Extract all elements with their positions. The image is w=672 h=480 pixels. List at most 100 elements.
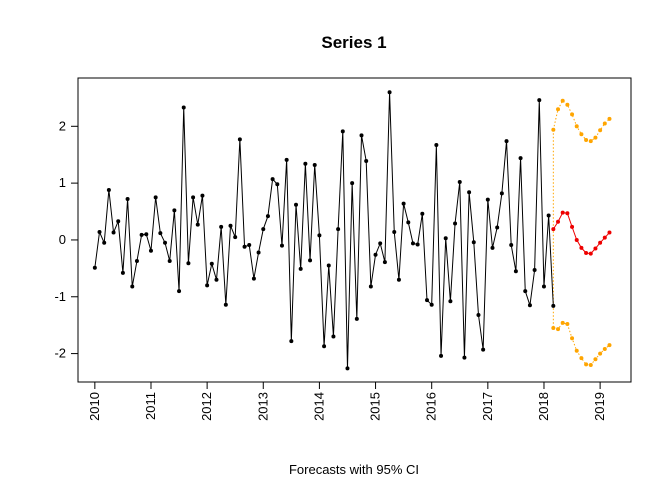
observed-point — [223, 302, 228, 307]
observed-point — [415, 242, 420, 247]
observed-point — [485, 197, 490, 202]
forecast-point — [551, 227, 556, 232]
observed-point — [284, 157, 289, 162]
observed-point — [513, 269, 518, 274]
forecast-point — [574, 237, 579, 242]
lower-ci-point — [574, 348, 579, 353]
y-tick-label: 1 — [59, 175, 66, 190]
observed-point — [261, 227, 266, 232]
observed-point — [167, 258, 172, 263]
observed-point — [125, 197, 130, 202]
observed-point — [130, 284, 135, 289]
observed-point — [153, 195, 158, 200]
upper-ci-point — [598, 128, 603, 133]
observed-point — [434, 143, 439, 148]
observed-point — [312, 162, 317, 167]
observed-point — [242, 244, 247, 249]
observed-point — [186, 261, 191, 266]
observed-point — [275, 182, 280, 187]
forecast-point — [565, 211, 570, 216]
observed-point — [116, 219, 121, 224]
lower-ci-point — [551, 326, 556, 331]
observed-point — [448, 299, 453, 304]
observed-point — [527, 303, 532, 308]
observed-point — [546, 213, 551, 218]
observed-point — [92, 265, 97, 270]
y-axis: -2 -1 0 1 2 — [54, 118, 79, 361]
x-tick-label: 2012 — [199, 392, 214, 421]
observed-point — [237, 137, 242, 142]
lower-ci-point — [588, 362, 593, 367]
observed-point — [270, 177, 275, 182]
forecast-point — [584, 251, 589, 256]
observed-point — [322, 344, 327, 349]
lower-ci-point — [593, 357, 598, 362]
x-tick-label: 2019 — [592, 392, 607, 421]
observed-point — [308, 258, 313, 263]
x-tick-label: 2018 — [536, 392, 551, 421]
forecast-point — [593, 246, 598, 251]
observed-point — [368, 284, 373, 289]
lower-ci-point — [598, 351, 603, 356]
x-tick-label: 2017 — [480, 392, 495, 421]
observed-point — [537, 98, 542, 103]
y-tick-label: 2 — [59, 118, 66, 133]
observed-point — [111, 230, 116, 235]
observed-point — [523, 289, 528, 294]
y-tick-label: -1 — [54, 289, 66, 304]
y-tick-label: 0 — [59, 232, 66, 247]
upper-ci-point — [574, 124, 579, 129]
observed-point — [200, 193, 205, 198]
observed-point — [214, 277, 219, 282]
observed-point — [504, 139, 509, 144]
lower-ci-point — [560, 320, 565, 325]
lower-ci-point — [556, 327, 561, 332]
observed-point — [439, 353, 444, 358]
upper-ci-point — [584, 137, 589, 142]
observed-point — [228, 223, 233, 228]
observed-point — [429, 302, 434, 307]
observed-point — [378, 241, 383, 246]
observed-point — [336, 227, 341, 232]
upper-ci-point — [593, 135, 598, 140]
observed-point — [410, 241, 415, 246]
observed-point — [256, 250, 261, 255]
observed-point — [172, 208, 177, 213]
x-tick-label: 2013 — [255, 392, 270, 421]
observed-point — [392, 229, 397, 234]
observed-point — [163, 240, 168, 245]
chart-title: Series 1 — [321, 33, 386, 52]
observed-point — [532, 268, 537, 273]
x-axis-label: Forecasts with 95% CI — [289, 462, 419, 477]
observed-point — [345, 366, 350, 371]
observed-point — [364, 158, 369, 163]
plot-series — [92, 90, 612, 371]
x-tick-label: 2010 — [87, 392, 102, 421]
observed-point — [359, 133, 364, 138]
observed-point — [467, 190, 472, 195]
upper-ci-point — [588, 139, 593, 144]
observed-point — [134, 258, 139, 263]
observed-point — [233, 235, 238, 240]
y-tick-label: -2 — [54, 346, 66, 361]
observed-point — [326, 263, 331, 268]
lower-ci-point — [579, 356, 584, 361]
observed-point — [481, 347, 486, 352]
observed-point — [102, 240, 107, 245]
lower-ci-point — [602, 347, 607, 352]
observed-point — [476, 312, 481, 317]
observed-point — [457, 179, 462, 184]
forecast-point — [579, 245, 584, 250]
observed-point — [139, 232, 144, 237]
upper-ci-point — [607, 116, 612, 121]
upper-ci-point — [551, 127, 556, 132]
x-tick-label: 2015 — [368, 392, 383, 421]
observed-point — [350, 181, 355, 186]
observed-point — [382, 260, 387, 265]
forecast-point — [556, 219, 561, 224]
observed-point — [490, 245, 495, 250]
observed-point — [247, 243, 252, 248]
observed-point — [177, 289, 182, 294]
observed-point — [106, 187, 111, 192]
observed-point — [191, 195, 196, 200]
